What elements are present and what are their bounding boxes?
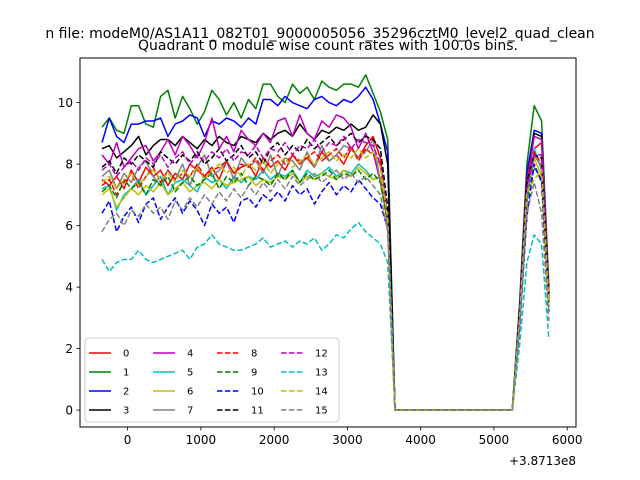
chart-title: Quadrant 0 module wise count rates with … (138, 38, 518, 54)
legend-label-7: 7 (187, 406, 193, 417)
x-tick-label: 4000 (405, 433, 436, 447)
x-tick-label: 1000 (186, 433, 217, 447)
legend-label-14: 14 (315, 387, 328, 398)
y-tick-label: 6 (65, 219, 73, 233)
plot-lines (101, 74, 550, 411)
legend-frame (84, 337, 340, 423)
legend-label-11: 11 (251, 406, 264, 417)
series-line-15 (101, 169, 550, 411)
y-tick-label: 2 (65, 342, 73, 356)
series-line-11 (101, 132, 550, 411)
x-tick-label: 0 (124, 433, 132, 447)
y-axis: 0 2 4 6 8 10 (58, 96, 80, 418)
y-tick-label: 4 (65, 281, 73, 295)
y-tick-label: 0 (65, 404, 73, 418)
legend-label-6: 6 (187, 387, 193, 398)
y-tick-label: 8 (65, 158, 73, 172)
legend-label-1: 1 (123, 368, 129, 379)
legend-label-5: 5 (187, 368, 193, 379)
legend-label-15: 15 (315, 406, 328, 417)
series-line-8 (101, 144, 550, 411)
legend-label-12: 12 (315, 349, 328, 360)
axes-frame (79, 57, 577, 428)
legend-label-9: 9 (251, 368, 257, 379)
x-tick-label: 5000 (479, 433, 510, 447)
legend-label-2: 2 (123, 387, 129, 398)
legend-label-10: 10 (251, 387, 264, 398)
legend-label-8: 8 (251, 349, 257, 360)
legend-label-4: 4 (187, 349, 193, 360)
x-tick-label: 3000 (332, 433, 363, 447)
chart-suptitle: n file: modeM0/AS1A11_082T01_9000005056_… (45, 26, 594, 42)
x-axis-offset-label: +3.8713e8 (509, 454, 576, 468)
x-tick-label: 6000 (552, 433, 583, 447)
x-tick-label: 2000 (259, 433, 290, 447)
legend-label-13: 13 (315, 368, 328, 379)
y-tick-label: 10 (58, 96, 73, 110)
legend-label-0: 0 (123, 349, 129, 360)
legend-label-3: 3 (123, 406, 129, 417)
x-axis: 0 1000 2000 3000 4000 5000 6000 (124, 427, 583, 447)
